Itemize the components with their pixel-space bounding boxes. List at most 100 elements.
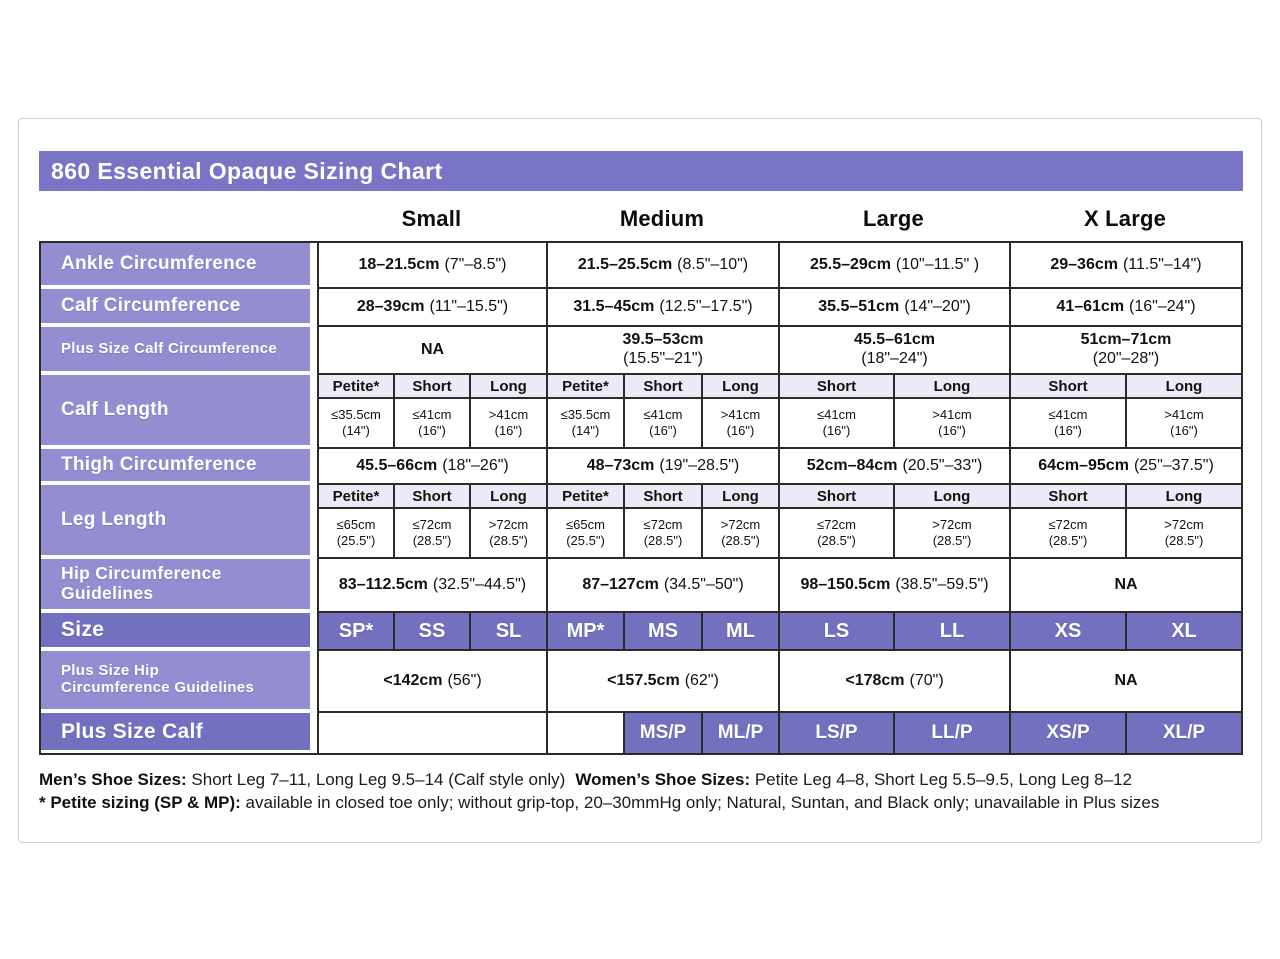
row-label-ankle-circumference: Ankle Circumference	[41, 243, 317, 289]
cell-thigh-large: 52cm–84cm (20.5"–33")	[778, 449, 1009, 485]
cell-hip-large: 98–150.5cm (38.5"–59.5")	[778, 559, 1009, 613]
row-label-plus-size-calf: Plus Size Calf	[41, 713, 317, 753]
cell-thigh-small: 45.5–66cm (18"–26")	[317, 449, 546, 485]
cell-leg-length-large-long: >72cm (28.5")	[893, 509, 1009, 559]
cell-leg-length-xlarge-long: >72cm (28.5")	[1125, 509, 1241, 559]
cell-calf-length-xlarge-short: ≤41cm (16")	[1009, 399, 1125, 449]
subhead-leg-small-long: Long	[469, 485, 546, 509]
subhead-leg-large-long: Long	[893, 485, 1009, 509]
petite-sizing-label: * Petite sizing (SP & MP):	[39, 793, 241, 813]
sizing-chart-card: 860 Essential Opaque Sizing Chart Small …	[18, 118, 1262, 843]
subhead-calf-large-long: Long	[893, 375, 1009, 399]
subhead-calf-medium-long: Long	[701, 375, 778, 399]
cell-calf-length-small-petite: ≤35.5cm (14")	[317, 399, 393, 449]
sizing-table: Ankle Circumference 18–21.5cm (7"–8.5") 2…	[39, 241, 1243, 755]
subhead-leg-xlarge-short: Short	[1009, 485, 1125, 509]
subhead-leg-large-short: Short	[778, 485, 893, 509]
row-label-calf-length: Calf Length	[41, 375, 317, 449]
size-cell-xl: XL	[1125, 613, 1241, 651]
cell-calf-length-medium-short: ≤41cm (16")	[623, 399, 701, 449]
cell-calf-length-large-long: >41cm (16")	[893, 399, 1009, 449]
cell-hip-xlarge: NA	[1009, 559, 1241, 613]
row-label-size: Size	[41, 613, 317, 651]
subhead-leg-medium-short: Short	[623, 485, 701, 509]
cell-ankle-xlarge: 29–36cm (11.5"–14")	[1009, 243, 1241, 289]
title-bar: 860 Essential Opaque Sizing Chart	[39, 151, 1243, 191]
cell-ankle-large: 25.5–29cm (10"–11.5" )	[778, 243, 1009, 289]
plus-calf-cell-xlp: XL/P	[1125, 713, 1241, 753]
size-cell-ml: ML	[701, 613, 778, 651]
plus-calf-cell-msp: MS/P	[623, 713, 701, 753]
cell-calf-length-medium-long: >41cm (16")	[701, 399, 778, 449]
cell-ankle-medium: 21.5–25.5cm (8.5"–10")	[546, 243, 778, 289]
cell-calf-small: 28–39cm (11"–15.5")	[317, 289, 546, 327]
cell-plus-calf-circ-medium: 39.5–53cm (15.5"–21")	[546, 327, 778, 375]
cell-hip-medium: 87–127cm (34.5"–50")	[546, 559, 778, 613]
cell-plus-hip-medium: <157.5cm (62")	[546, 651, 778, 713]
subhead-calf-xlarge-long: Long	[1125, 375, 1241, 399]
cell-thigh-medium: 48–73cm (19"–28.5")	[546, 449, 778, 485]
cell-ankle-small: 18–21.5cm (7"–8.5")	[317, 243, 546, 289]
cell-plus-calf-circ-xlarge: 51cm–71cm (20"–28")	[1009, 327, 1241, 375]
column-header-small: Small	[401, 206, 462, 231]
cell-leg-length-large-short: ≤72cm (28.5")	[778, 509, 893, 559]
cell-plus-calf-medium-petite-blank	[546, 713, 623, 753]
plus-calf-cell-xsp: XS/P	[1009, 713, 1125, 753]
subhead-calf-small-petite: Petite*	[317, 375, 393, 399]
cell-plus-hip-xlarge: NA	[1009, 651, 1241, 713]
size-cell-ls: LS	[778, 613, 893, 651]
row-label-hip-circumference-guidelines: Hip Circumference Guidelines	[41, 559, 317, 613]
subhead-leg-medium-petite: Petite*	[546, 485, 623, 509]
size-cell-xs: XS	[1009, 613, 1125, 651]
row-label-plus-size-hip-guidelines: Plus Size Hip Circumference Guidelines	[41, 651, 317, 713]
subhead-calf-small-long: Long	[469, 375, 546, 399]
row-label-plus-size-calf-circumference: Plus Size Calf Circumference	[41, 327, 317, 375]
cell-thigh-xlarge: 64cm–95cm (25"–37.5")	[1009, 449, 1241, 485]
column-header-medium: Medium	[619, 206, 705, 231]
cell-calf-length-small-short: ≤41cm (16")	[393, 399, 469, 449]
size-cell-ss: SS	[393, 613, 469, 651]
cell-leg-length-medium-long: >72cm (28.5")	[701, 509, 778, 559]
subhead-calf-small-short: Short	[393, 375, 469, 399]
row-label-leg-length: Leg Length	[41, 485, 317, 559]
cell-plus-calf-small-blank	[317, 713, 546, 753]
mens-shoe-sizes-label: Men’s Shoe Sizes:	[39, 770, 187, 789]
subhead-leg-small-petite: Petite*	[317, 485, 393, 509]
cell-calf-length-xlarge-long: >41cm (16")	[1125, 399, 1241, 449]
cell-leg-length-medium-petite: ≤65cm (25.5")	[546, 509, 623, 559]
cell-leg-length-small-petite: ≤65cm (25.5")	[317, 509, 393, 559]
cell-calf-xlarge: 41–61cm (16"–24")	[1009, 289, 1241, 327]
row-label-thigh-circumference: Thigh Circumference	[41, 449, 317, 485]
cell-plus-hip-small: <142cm (56")	[317, 651, 546, 713]
subhead-leg-medium-long: Long	[701, 485, 778, 509]
size-cell-ms: MS	[623, 613, 701, 651]
cell-calf-length-medium-petite: ≤35.5cm (14")	[546, 399, 623, 449]
cell-plus-calf-circ-large: 45.5–61cm (18"–24")	[778, 327, 1009, 375]
petite-sizing-note: * Petite sizing (SP & MP): available in …	[39, 793, 1160, 813]
cell-plus-calf-circ-small: NA	[317, 327, 546, 375]
size-cell-sp: SP*	[317, 613, 393, 651]
cell-leg-length-small-short: ≤72cm (28.5")	[393, 509, 469, 559]
subhead-calf-medium-short: Short	[623, 375, 701, 399]
size-cell-mp: MP*	[546, 613, 623, 651]
cell-leg-length-xlarge-short: ≤72cm (28.5")	[1009, 509, 1125, 559]
column-headers: Small Medium Large X Large	[317, 191, 1241, 241]
cell-hip-small: 83–112.5cm (32.5"–44.5")	[317, 559, 546, 613]
cell-calf-medium: 31.5–45cm (12.5"–17.5")	[546, 289, 778, 327]
column-header-large: Large	[863, 206, 924, 231]
size-cell-sl: SL	[469, 613, 546, 651]
cell-calf-large: 35.5–51cm (14"–20")	[778, 289, 1009, 327]
footnotes: Men’s Shoe Sizes: Short Leg 7–11, Long L…	[39, 768, 1243, 815]
cell-leg-length-small-long: >72cm (28.5")	[469, 509, 546, 559]
row-label-calf-circumference: Calf Circumference	[41, 289, 317, 327]
subhead-calf-xlarge-short: Short	[1009, 375, 1125, 399]
plus-calf-cell-lsp: LS/P	[778, 713, 893, 753]
womens-shoe-sizes-label: Women’s Shoe Sizes:	[575, 770, 751, 789]
subhead-calf-large-short: Short	[778, 375, 893, 399]
subhead-leg-small-short: Short	[393, 485, 469, 509]
shoe-sizes-note: Men’s Shoe Sizes: Short Leg 7–11, Long L…	[39, 770, 1132, 789]
subhead-leg-xlarge-long: Long	[1125, 485, 1241, 509]
plus-calf-cell-llp: LL/P	[893, 713, 1009, 753]
cell-leg-length-medium-short: ≤72cm (28.5")	[623, 509, 701, 559]
cell-plus-hip-large: <178cm (70")	[778, 651, 1009, 713]
